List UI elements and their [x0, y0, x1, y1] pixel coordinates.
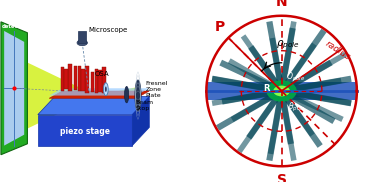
Bar — [82, 69, 85, 91]
Ellipse shape — [77, 40, 87, 46]
Polygon shape — [38, 96, 149, 115]
Bar — [78, 31, 86, 43]
Bar — [91, 72, 94, 92]
Text: R: R — [263, 84, 270, 94]
Text: $\rho_{pole}$: $\rho_{pole}$ — [276, 38, 300, 51]
Polygon shape — [4, 31, 24, 146]
Text: OSA: OSA — [95, 71, 109, 77]
Bar — [68, 64, 72, 91]
Bar — [78, 66, 81, 91]
Bar — [64, 69, 68, 89]
Text: piezo stage: piezo stage — [60, 126, 110, 136]
Polygon shape — [2, 28, 27, 150]
Ellipse shape — [125, 86, 129, 103]
Text: Microscope: Microscope — [88, 27, 127, 33]
Bar — [60, 67, 64, 91]
Bar — [102, 67, 106, 93]
Text: radius: radius — [323, 39, 352, 62]
Bar — [85, 66, 88, 93]
Polygon shape — [96, 87, 136, 103]
Ellipse shape — [266, 80, 297, 102]
Bar — [98, 70, 102, 92]
Text: S: S — [277, 173, 287, 182]
Ellipse shape — [278, 89, 285, 93]
Ellipse shape — [104, 83, 108, 96]
Text: $O_{pole}$: $O_{pole}$ — [286, 71, 305, 84]
Bar — [206, 82, 357, 100]
Text: detector: detector — [2, 24, 27, 29]
Text: Fresnel
Zone
Plate: Fresnel Zone Plate — [146, 81, 168, 98]
Ellipse shape — [273, 86, 290, 96]
Polygon shape — [28, 63, 96, 128]
Polygon shape — [1, 22, 27, 155]
Bar — [74, 66, 77, 90]
Polygon shape — [49, 88, 149, 96]
Text: Beam
Stop: Beam Stop — [135, 100, 153, 111]
Polygon shape — [49, 91, 149, 98]
Bar — [94, 69, 98, 93]
Text: P: P — [215, 20, 225, 34]
Polygon shape — [132, 96, 149, 146]
Text: $\theta_{pole}$: $\theta_{pole}$ — [288, 101, 306, 114]
Ellipse shape — [135, 80, 141, 111]
Polygon shape — [38, 115, 132, 146]
Ellipse shape — [105, 86, 107, 92]
Text: N: N — [276, 0, 287, 9]
